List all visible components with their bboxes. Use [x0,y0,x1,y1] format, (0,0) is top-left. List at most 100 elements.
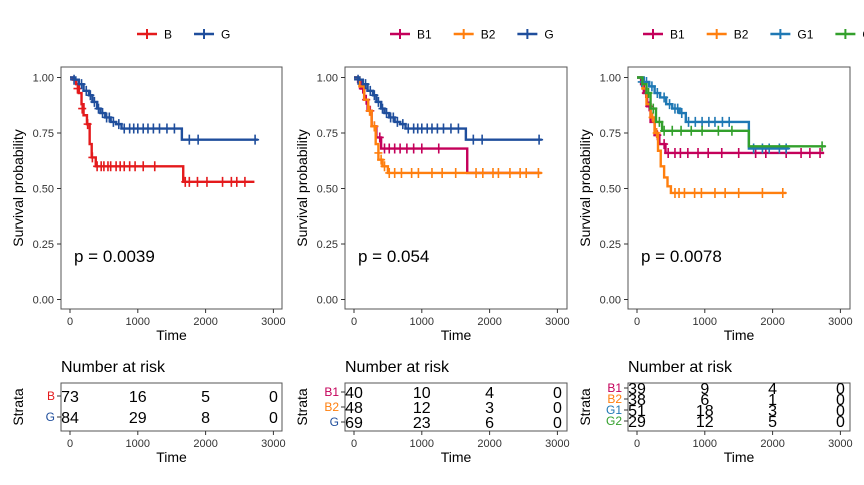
censor-mark [644,88,653,99]
censor-mark [758,187,767,198]
censor-mark [454,123,463,134]
risk-count: 0 [836,381,845,398]
censor-mark [240,176,249,187]
risk-count: 16 [129,389,147,406]
censor-mark [704,147,713,158]
censor-mark [690,187,699,198]
risk-count: 0 [269,389,278,406]
risk-y-axis-title: Strata [294,388,310,426]
x-tick-label: 3000 [261,316,285,328]
x-tick-label: 2000 [193,316,217,328]
censor-mark [665,99,674,110]
censor-mark [660,92,669,103]
censor-mark [370,90,379,101]
censor-mark [194,134,203,145]
risk-x-tick-label: 2000 [193,438,217,450]
censor-mark [647,81,656,92]
censor-mark [434,143,443,154]
risk-y-axis-title: Strata [10,388,26,426]
legend-label-b: B [164,28,172,42]
censor-mark [451,167,460,178]
y-axis-title: Survival probability [10,129,26,247]
censor-mark [725,116,734,127]
censor-mark [378,103,387,114]
risk-x-axis-title: Time [724,449,755,465]
legend-label-g1: G1 [797,28,813,42]
legend-label-b1: B1 [417,28,432,42]
series-g2 [637,76,827,152]
risk-count: 0 [836,403,845,420]
km-panel-left: B G0.000.250.500.751.000 1000 2000 3000TimeS… [10,28,286,466]
p-value: p = 0.0078 [641,247,722,266]
censor-mark [673,103,682,114]
censor-mark [714,125,723,136]
series-g [70,74,260,145]
censor-mark [734,147,743,158]
risk-count: 18 [696,403,714,420]
censor-mark [505,167,514,178]
risk-x-tick-label: 0 [67,438,73,450]
censor-mark [218,176,227,187]
risk-count: 6 [485,415,494,432]
censor-mark [365,105,374,116]
x-tick-label: 3000 [828,316,852,328]
censor-mark [98,108,107,119]
strata-label-b2: B2 [607,392,622,406]
risk-x-tick-label: 1000 [126,438,150,450]
censor-mark [478,167,487,178]
y-tick-label: 0.25 [600,239,621,251]
censor-mark [162,123,171,134]
x-tick-label: 0 [351,316,357,328]
censor-mark [114,119,123,130]
censor-mark [649,103,658,114]
censor-mark [402,143,411,154]
y-tick-label: 0.75 [317,128,338,140]
risk-table-frame [627,382,851,432]
censor-mark [438,167,447,178]
risk-count: 0 [836,392,845,409]
risk-count: 0 [269,410,278,427]
y-tick-label: 0.75 [600,128,621,140]
risk-table-title: Number at risk [345,359,450,376]
censor-mark [522,167,531,178]
censor-mark [170,123,179,134]
censor-mark [139,161,148,172]
y-axis-title: Survival probability [577,129,593,247]
risk-table: Number at risk B 73 16 5 0 G 84 29 8 0 0 1000 2000 300… [10,359,286,465]
y-axis-title: Survival probability [294,129,310,247]
censor-mark [469,134,478,145]
y-tick-label: 0.25 [33,239,54,251]
censor-mark [717,147,726,158]
risk-count: 4 [485,385,494,402]
censor-mark [73,83,82,94]
censor-mark [535,134,544,145]
risk-count: 12 [696,414,714,431]
censor-mark [691,116,700,127]
strata-label-b1: B1 [324,385,339,399]
censor-mark [683,147,692,158]
censor-mark [109,116,118,127]
km-panel-right: B1B2G1G20.000.250.500.751.00010002000300… [577,28,864,466]
series-g1 [637,76,791,154]
legend-label-g: G [221,28,230,42]
censor-mark [70,74,79,85]
risk-x-tick-label: 1000 [693,438,717,450]
x-axis-title: Time [156,327,187,343]
x-tick-label: 3000 [545,316,569,328]
risk-table-title: Number at risk [61,359,166,376]
risk-count: 0 [836,414,845,431]
censor-mark [687,125,696,136]
risk-count: 8 [201,410,210,427]
survival-curve-g2 [637,76,826,148]
y-tick-label: 0.75 [33,128,54,140]
censor-mark [710,116,719,127]
risk-x-tick-label: 3000 [261,438,285,450]
series-b2 [354,76,543,178]
censor-mark [377,154,386,165]
censor-mark [251,134,260,145]
risk-table-frame [60,382,283,432]
strata-label-b1: B1 [607,381,622,395]
legend: B1 B2 G1 G2 [643,28,864,42]
censor-mark [805,147,814,158]
